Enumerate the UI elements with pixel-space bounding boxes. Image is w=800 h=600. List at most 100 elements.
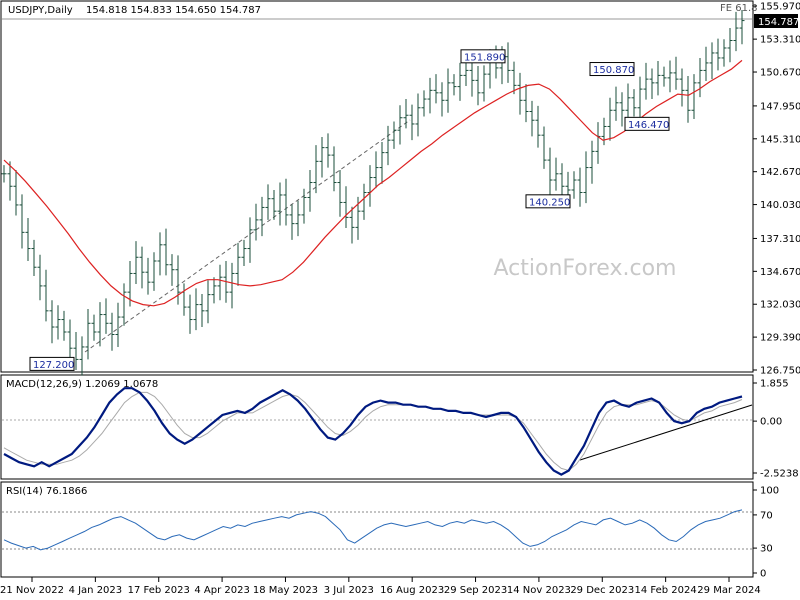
price-bar xyxy=(91,314,97,341)
price-bar xyxy=(541,126,547,169)
price-bar xyxy=(409,104,415,141)
price-bar xyxy=(187,294,193,334)
price-bar xyxy=(421,90,427,117)
price-y-tick-label: 140.030 xyxy=(760,200,800,211)
price-bar xyxy=(133,241,139,285)
price-bar xyxy=(715,38,721,71)
price-bar xyxy=(481,65,487,102)
price-bar xyxy=(673,56,679,90)
price-bar xyxy=(619,92,625,127)
price-bar xyxy=(505,42,511,83)
macd-line xyxy=(3,387,743,476)
price-bar xyxy=(43,269,49,322)
price-bar xyxy=(667,60,673,93)
price-bar xyxy=(139,246,145,289)
price-bar xyxy=(385,125,391,166)
price-panel-frame xyxy=(0,0,754,373)
svg-text:146.470: 146.470 xyxy=(628,120,669,131)
price-bar xyxy=(13,170,19,216)
price-bar xyxy=(55,305,61,340)
price-bar xyxy=(49,300,55,344)
price-bar xyxy=(517,72,523,115)
price-y-tick-label: 134.670 xyxy=(760,267,800,278)
price-y-tick-label: 126.750 xyxy=(760,366,800,377)
macd-trend-line xyxy=(579,404,753,461)
price-bar xyxy=(625,83,631,123)
price-bar xyxy=(259,196,265,237)
moving-average-line xyxy=(3,59,743,307)
price-bar xyxy=(1,165,7,183)
price-bar xyxy=(733,11,739,52)
price-bar xyxy=(271,189,277,220)
price-bar xyxy=(79,336,85,376)
x-tick-label: 16 Aug 2023 xyxy=(380,585,444,596)
price-bar xyxy=(451,74,457,96)
price-bar xyxy=(397,105,403,145)
price-bar xyxy=(607,97,613,141)
macd-y-tick-label: -2.5238 xyxy=(760,469,799,480)
price-bar xyxy=(145,257,151,295)
price-bar xyxy=(37,254,43,301)
rsi-label: RSI(14) 76.1866 xyxy=(6,486,87,497)
x-tick-label: 18 May 2023 xyxy=(253,585,318,596)
price-y-tick-label: 150.670 xyxy=(760,68,800,79)
price-bar xyxy=(31,239,37,276)
svg-text:127.200: 127.200 xyxy=(33,360,74,371)
price-annotation: 146.470 xyxy=(624,116,670,131)
price-bar xyxy=(295,200,301,237)
rsi-line xyxy=(3,509,743,551)
price-bar xyxy=(319,137,325,178)
price-y-tick-label: 145.310 xyxy=(760,134,800,145)
price-bar xyxy=(199,294,205,328)
last-price-label: 154.787 xyxy=(758,17,799,28)
svg-text:150.870: 150.870 xyxy=(593,65,634,76)
rsi-y-axis: 100 70 30 0 xyxy=(753,486,779,580)
price-bar xyxy=(469,59,475,97)
macd-panel-frame xyxy=(0,374,754,480)
price-y-tick-label: 153.310 xyxy=(760,35,800,46)
price-bar xyxy=(511,61,517,95)
price-bar xyxy=(151,252,157,291)
price-bar xyxy=(217,264,223,301)
svg-text:140.250: 140.250 xyxy=(529,197,570,208)
x-tick-label: 29 Dec 2023 xyxy=(570,585,634,596)
ohlc-label: 154.818 154.833 154.650 154.787 xyxy=(86,5,261,16)
price-bar xyxy=(85,308,91,360)
price-bar xyxy=(307,170,313,212)
rsi-y-tick-label: 70 xyxy=(760,510,773,521)
fe-label: FE 61.8 xyxy=(720,3,758,14)
price-bar xyxy=(211,277,217,304)
price-bar xyxy=(403,99,409,129)
price-bar xyxy=(343,186,349,228)
price-bar xyxy=(115,302,121,347)
price-bar xyxy=(97,302,103,347)
x-tick-label: 3 Jul 2023 xyxy=(324,585,374,596)
price-bar xyxy=(415,93,421,137)
price-bar xyxy=(157,232,163,276)
symbol-label: USDJPY,Daily xyxy=(8,5,73,16)
price-bar xyxy=(535,105,541,148)
price-bar xyxy=(7,161,13,201)
price-bar xyxy=(709,42,715,80)
x-tick-label: 29 Mar 2024 xyxy=(697,585,760,596)
price-bar xyxy=(523,84,529,123)
price-bar xyxy=(571,171,577,199)
x-tick-label: 29 Sep 2023 xyxy=(444,585,507,596)
price-bar xyxy=(457,62,463,101)
macd-signal-line xyxy=(3,391,743,472)
price-bar xyxy=(475,66,481,106)
price-bar xyxy=(289,204,295,240)
price-bar xyxy=(253,203,259,241)
price-bar xyxy=(169,254,175,286)
price-bar xyxy=(331,146,337,192)
price-y-axis: 155.970 153.310 150.670 147.950 145.310 142.6… xyxy=(753,2,800,377)
price-bar xyxy=(361,183,367,220)
rsi-y-tick-label: 100 xyxy=(760,486,779,497)
rsi-panel-frame xyxy=(0,481,754,578)
price-bar xyxy=(589,140,595,184)
price-bar xyxy=(283,178,289,226)
price-bar xyxy=(241,239,247,266)
price-bar xyxy=(103,298,109,334)
price-bar xyxy=(193,288,199,331)
